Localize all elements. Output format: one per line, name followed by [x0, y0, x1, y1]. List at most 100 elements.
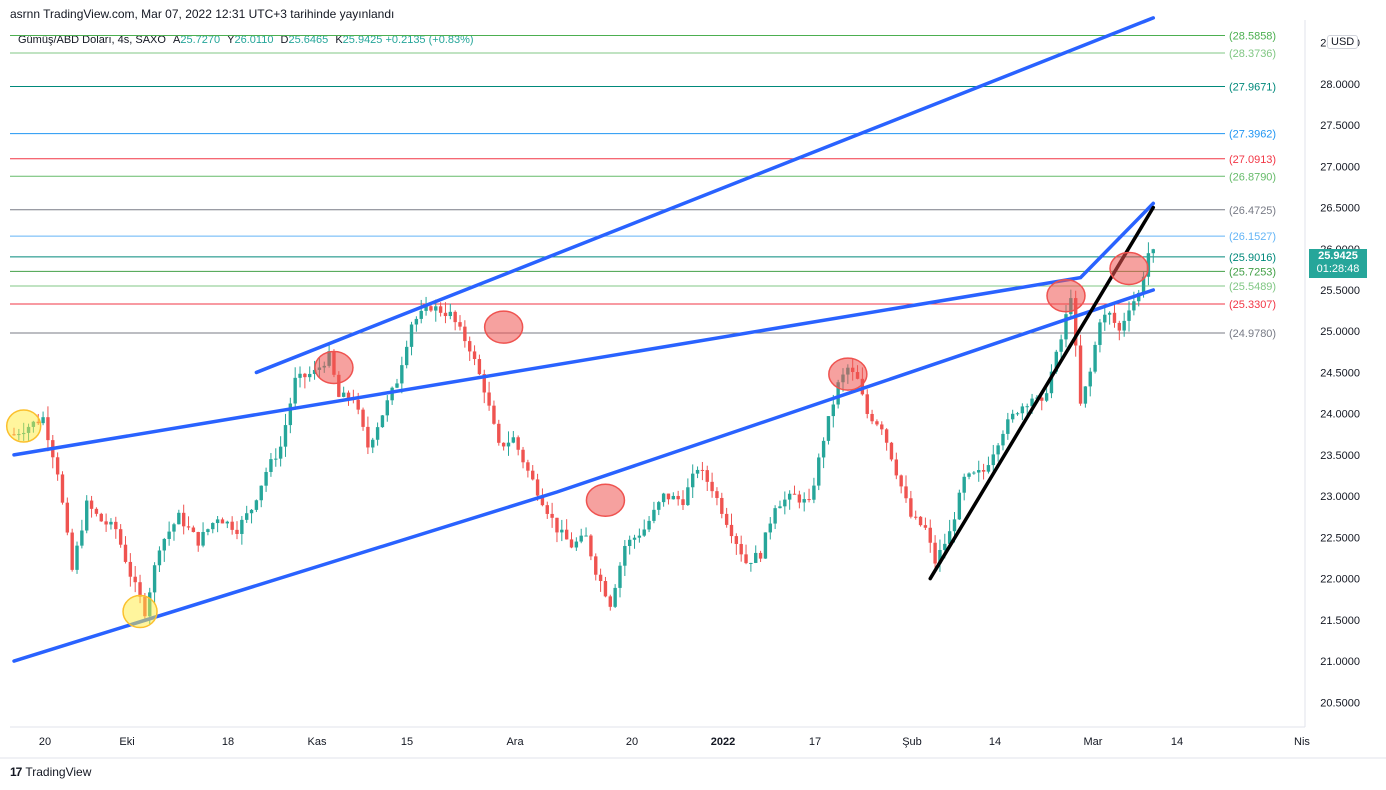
candle-body	[1030, 398, 1034, 407]
candle-body	[225, 521, 230, 524]
candle-body	[497, 423, 501, 443]
candle-body	[1020, 406, 1025, 414]
level-label: (25.5489)	[1229, 281, 1276, 293]
x-tick-label: 2022	[711, 736, 735, 748]
candle-body	[574, 541, 579, 548]
candle-body	[598, 574, 603, 582]
candle-body	[710, 481, 714, 492]
candle-body	[807, 499, 811, 501]
candle-body	[972, 472, 976, 474]
candle-body	[695, 469, 700, 474]
candle-body	[763, 532, 768, 559]
candle-body	[657, 502, 661, 510]
candle-body	[647, 520, 651, 530]
candle-body	[1025, 406, 1029, 408]
candle-body	[337, 374, 341, 397]
candle-body	[395, 383, 399, 388]
candle-body	[1040, 397, 1044, 401]
candle-body	[904, 486, 908, 499]
candle-body	[715, 491, 719, 498]
candle-body	[1064, 314, 1068, 340]
candle-body	[298, 373, 302, 378]
y-tick-label: 24.0000	[1320, 409, 1360, 421]
candle-body	[1073, 298, 1078, 346]
candle-body	[492, 405, 496, 424]
candle-body	[400, 365, 404, 384]
candle-body	[346, 392, 351, 399]
brand-name: TradingView	[25, 765, 92, 779]
candle-body	[986, 465, 991, 472]
candle-body	[371, 439, 375, 448]
level-label: (26.4725)	[1229, 205, 1276, 217]
x-tick-label: 18	[222, 736, 234, 748]
level-label: (27.0913)	[1229, 154, 1276, 166]
candle-body	[938, 549, 942, 564]
candle-body	[923, 525, 928, 528]
x-tick-label: 14	[1171, 736, 1183, 748]
y-tick-label: 20.5000	[1320, 697, 1360, 709]
candle-body	[249, 509, 254, 514]
candle-body	[720, 497, 724, 514]
candle-body	[269, 459, 273, 472]
candle-body	[812, 485, 816, 500]
candle-body	[104, 521, 108, 525]
candle-body	[477, 359, 482, 375]
candle-body	[186, 526, 191, 528]
level-label: (27.3962)	[1229, 129, 1276, 141]
candle-body	[632, 537, 637, 540]
candle-body	[676, 495, 680, 500]
candle-body	[540, 495, 545, 506]
candle-body	[80, 530, 84, 546]
candle-body	[85, 500, 89, 531]
candle-body	[589, 535, 593, 557]
candle-body	[967, 473, 971, 477]
candle-body	[341, 392, 346, 397]
candle-body	[308, 373, 312, 378]
candle-body	[1151, 249, 1155, 254]
candle-body	[1059, 339, 1063, 352]
candle-body	[245, 513, 249, 520]
candle-body	[1093, 344, 1097, 372]
tradingview-brand[interactable]: 17 TradingView	[10, 765, 91, 779]
candle-body	[1127, 310, 1131, 321]
candle-body	[894, 459, 899, 476]
candle-body	[230, 521, 234, 530]
touch-marker-red	[314, 350, 354, 385]
candle-body	[70, 532, 74, 570]
currency-label[interactable]: USD	[1327, 35, 1359, 49]
candle-body	[739, 543, 743, 555]
candle-body	[380, 415, 385, 428]
candle-body	[550, 513, 554, 518]
candle-body	[555, 517, 559, 533]
candle-body	[1054, 351, 1058, 372]
candle-body	[666, 493, 671, 500]
candle-body	[1146, 253, 1151, 277]
candle-body	[1088, 371, 1092, 387]
candle-body	[1103, 314, 1107, 323]
candle-body	[429, 306, 433, 311]
candle-body	[123, 544, 128, 562]
y-tick-label: 22.0000	[1320, 574, 1360, 586]
candle-body	[89, 500, 94, 509]
candle-body	[1098, 322, 1102, 345]
candle-body	[521, 449, 525, 463]
candle-body	[511, 437, 516, 443]
candle-body	[691, 473, 695, 488]
channel-lower-line	[12, 288, 1156, 663]
candle-body	[526, 462, 530, 471]
y-tick-label: 23.5000	[1320, 450, 1360, 462]
candle-body	[618, 565, 622, 588]
level-label: (28.3736)	[1229, 48, 1276, 60]
y-tick-label: 26.5000	[1320, 203, 1360, 215]
candle-body	[909, 498, 913, 517]
candle-body	[458, 322, 462, 327]
candle-body	[152, 565, 157, 593]
candle-body	[671, 495, 676, 500]
candle-body	[1049, 371, 1054, 394]
candle-body	[627, 539, 632, 546]
candle-body	[783, 499, 787, 507]
y-tick-label: 21.5000	[1320, 615, 1360, 627]
candle-body	[778, 506, 782, 509]
candle-body	[366, 426, 370, 448]
